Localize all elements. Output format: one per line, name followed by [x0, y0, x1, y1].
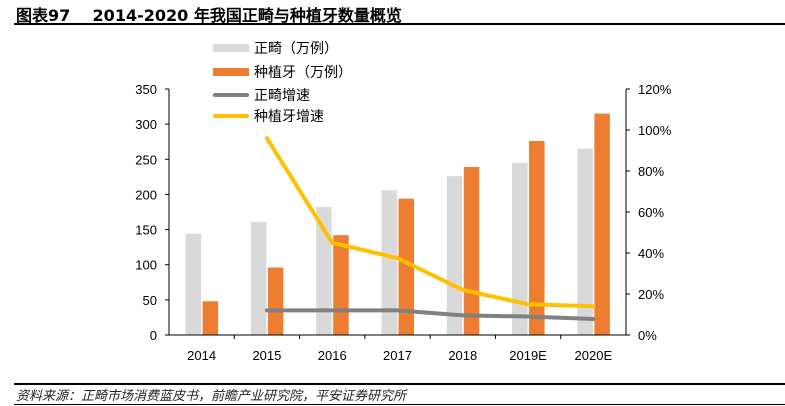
legend-swatch [213, 93, 249, 97]
bar-implant-2017 [398, 198, 414, 335]
right-tick-label: 20% [638, 287, 664, 302]
left-tick-label: 150 [135, 223, 157, 238]
x-tick-label: 2018 [448, 348, 477, 363]
bar-implant-2015 [267, 267, 284, 335]
line-implant-growth [264, 136, 596, 309]
bar-implant-2016 [333, 235, 349, 335]
bar-orthodontic-2020E [577, 148, 593, 335]
x-tick-label: 2016 [318, 348, 347, 363]
left-tick-label: 350 [135, 82, 157, 97]
source-divider-bottom [14, 404, 785, 405]
x-tick-label: 2014 [187, 348, 216, 363]
x-tick-label: 2015 [252, 348, 281, 363]
source-note: 资料来源：正畸市场消费蓝皮书，前瞻产业研究院，平安证券研究所 [16, 389, 407, 404]
line-orthodontic-growth [264, 308, 596, 322]
legend-swatch [213, 114, 249, 118]
bar-implant-2014 [202, 301, 219, 335]
bar-orthodontic-2017 [381, 190, 397, 335]
legend-label: 正畸增速 [254, 87, 310, 103]
bar-orthodontic-2019E [512, 162, 528, 335]
left-tick-label: 200 [135, 187, 157, 202]
chart-title: 图表97 2014-2020 年我国正畸与种植牙数量概览 [16, 6, 402, 25]
x-tick-label: 2019E [509, 348, 547, 363]
right-tick-label: 80% [638, 164, 664, 179]
left-tick-label: 100 [135, 258, 157, 273]
left-tick-label: 300 [135, 117, 157, 132]
bar-orthodontic-2015 [250, 221, 267, 335]
x-tick-label: 2017 [383, 348, 412, 363]
left-tick-label: 0 [150, 328, 157, 343]
right-tick-label: 60% [638, 205, 664, 220]
right-tick-label: 120% [638, 82, 672, 97]
source-divider-top [14, 383, 785, 385]
legend-swatch [213, 44, 249, 52]
legend-label: 种植牙增速 [254, 108, 324, 124]
legend-label: 种植牙（万例） [254, 64, 352, 80]
left-tick-label: 50 [143, 293, 157, 308]
bar-implant-2019E [529, 141, 545, 335]
legend-label: 正畸（万例） [254, 40, 338, 56]
right-tick-label: 100% [638, 123, 672, 138]
right-tick-label: 0% [638, 328, 657, 343]
legend-swatch [213, 68, 249, 76]
bar-orthodontic-2018 [446, 176, 463, 335]
bar-implant-2020E [594, 113, 610, 335]
bar-orthodontic-2014 [185, 233, 202, 335]
left-tick-label: 250 [135, 152, 157, 167]
right-tick-label: 40% [638, 246, 664, 261]
bar-implant-2018 [463, 167, 480, 335]
title-divider [14, 23, 785, 25]
x-tick-label: 2020E [575, 348, 613, 363]
